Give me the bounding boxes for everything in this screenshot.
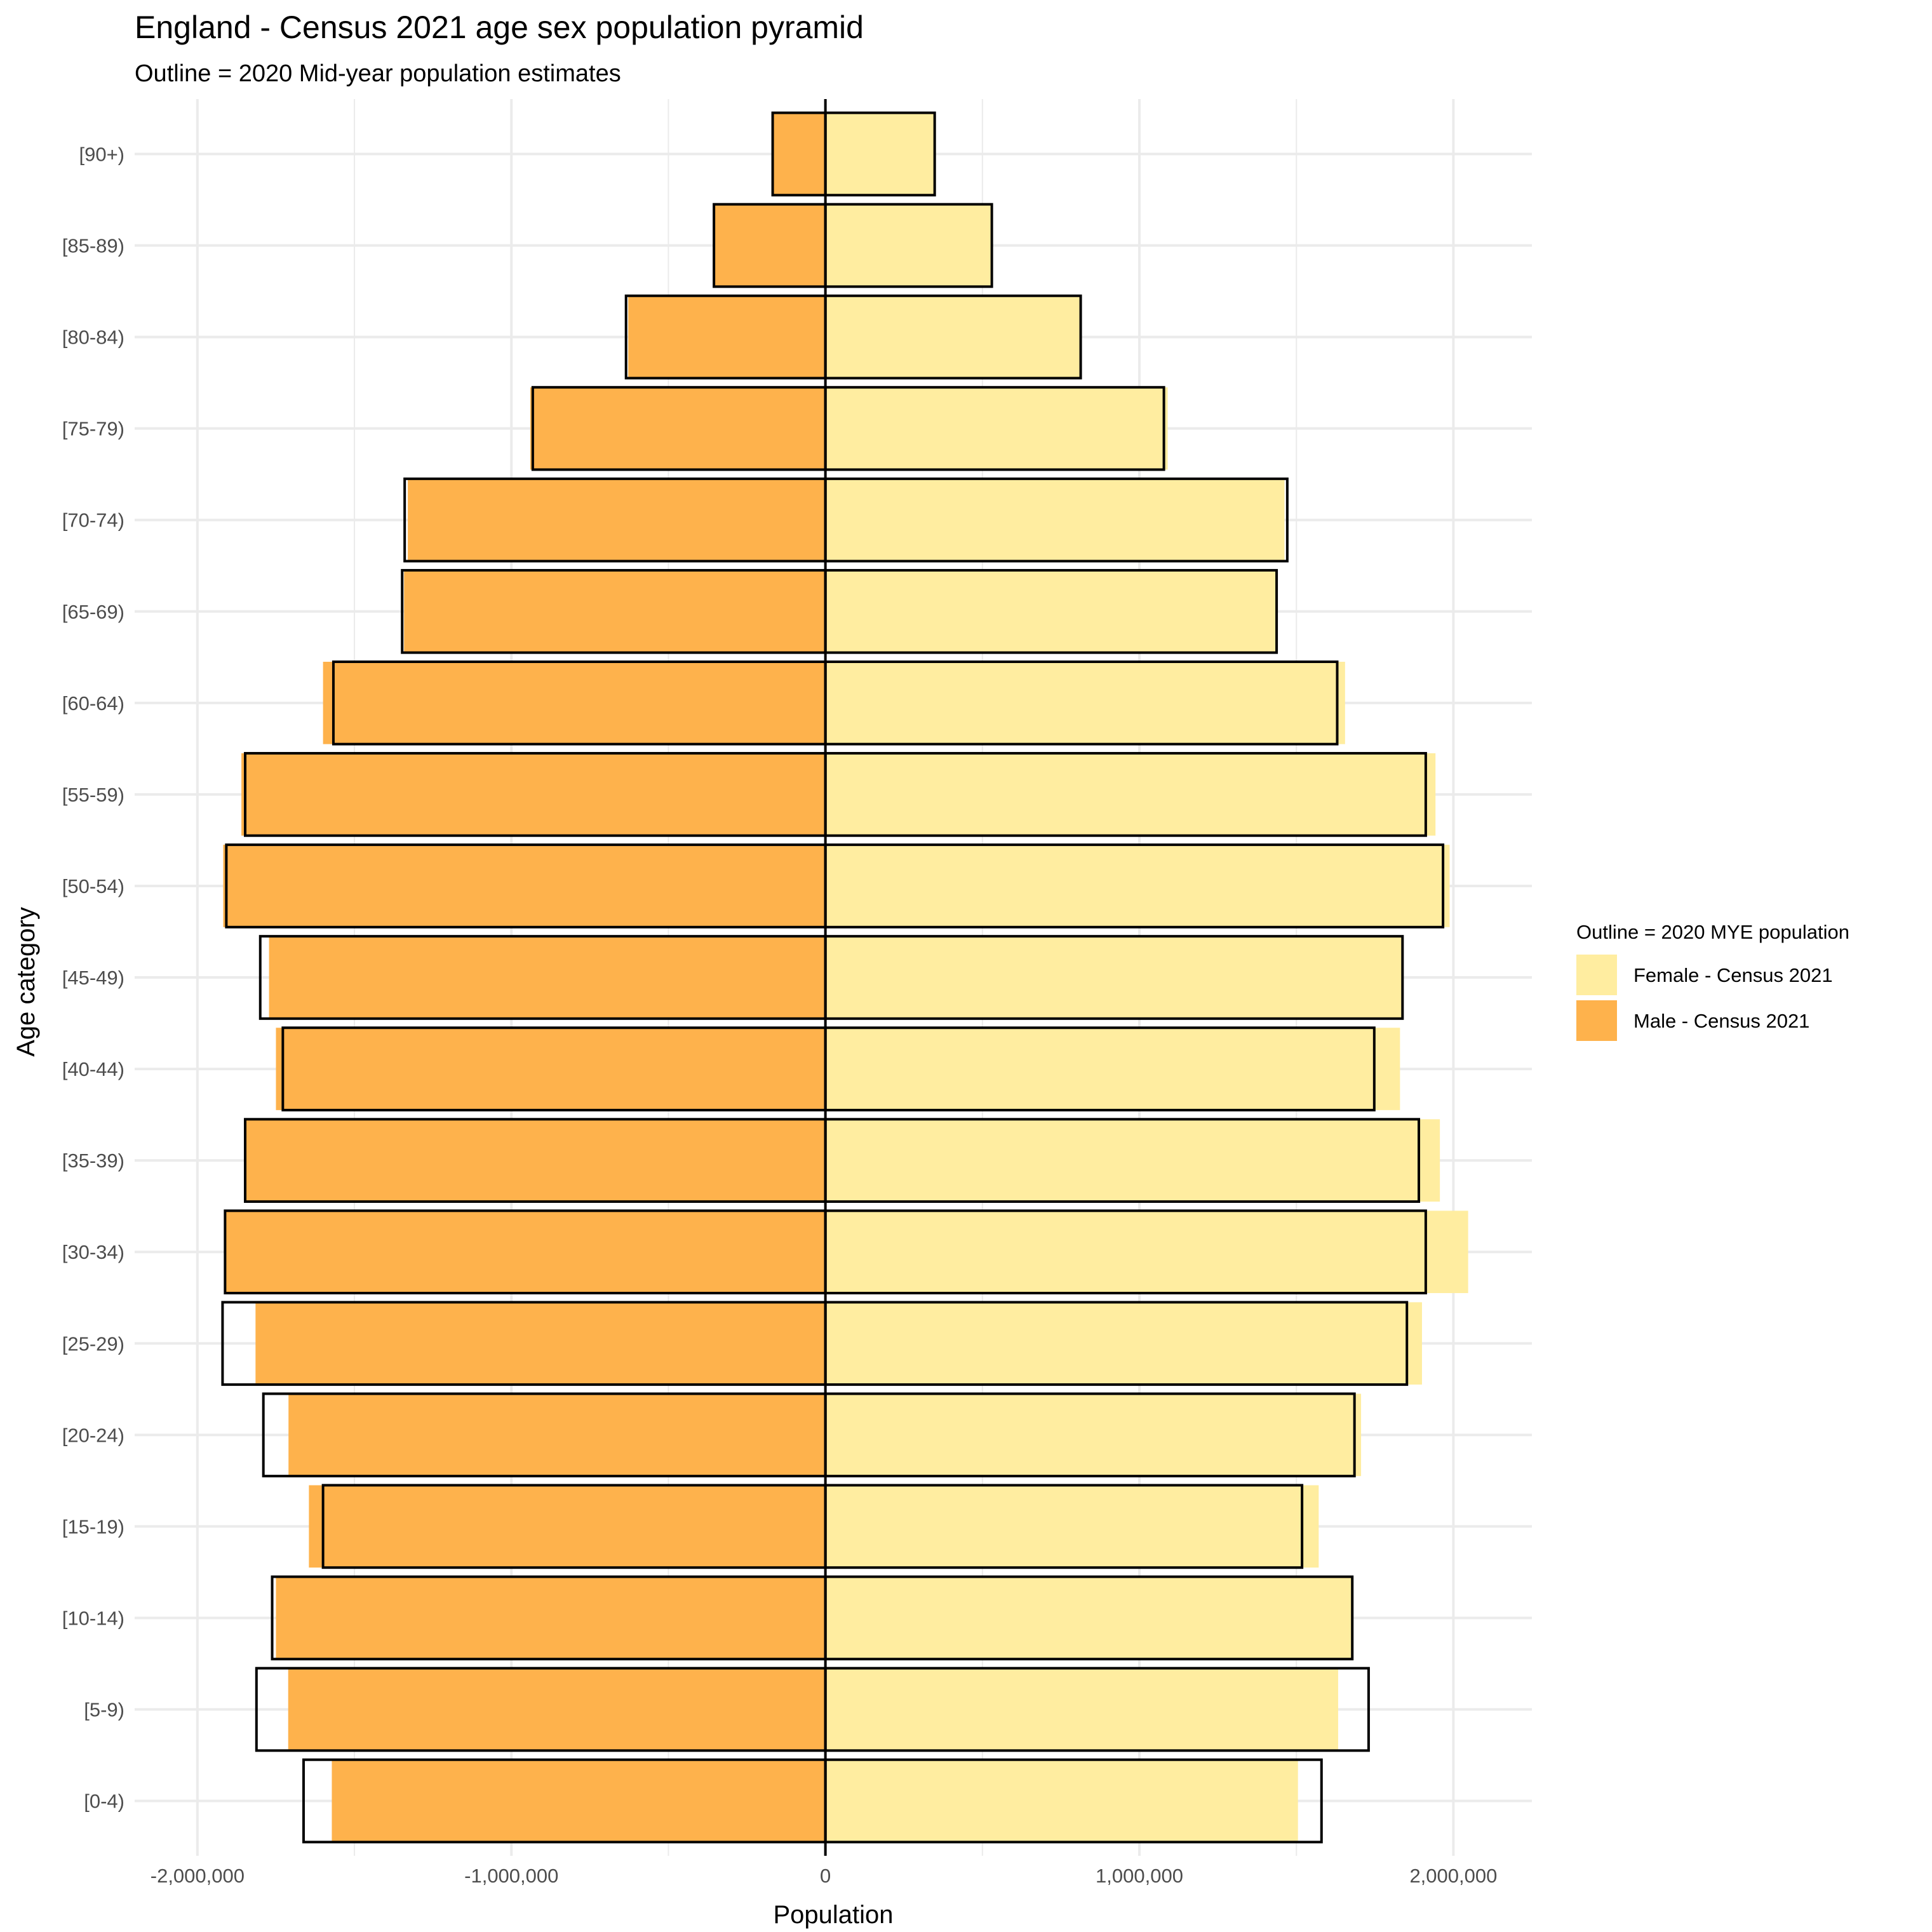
y-axis-title: Age category bbox=[12, 907, 40, 1057]
legend-label-female: Female - Census 2021 bbox=[1633, 964, 1833, 986]
bar-male-[85-89) bbox=[714, 204, 826, 287]
bar-female-[45-49) bbox=[825, 936, 1403, 1019]
legend-key-male bbox=[1576, 1000, 1617, 1041]
bar-female-[60-64) bbox=[825, 661, 1345, 744]
chart-subtitle: Outline = 2020 Mid-year population estim… bbox=[135, 60, 621, 87]
female-bars bbox=[825, 112, 1468, 1842]
bar-female-[80-84) bbox=[825, 295, 1081, 379]
bar-male-[10-14) bbox=[276, 1576, 826, 1660]
bar-female-[50-54) bbox=[825, 845, 1450, 927]
y-tick-label: [5-9) bbox=[84, 1699, 124, 1721]
y-tick-label: [55-59) bbox=[62, 784, 124, 806]
legend-key-female bbox=[1576, 955, 1617, 995]
y-tick-label: [45-49) bbox=[62, 967, 124, 989]
bar-female-[25-29) bbox=[825, 1302, 1422, 1385]
bar-female-[75-79) bbox=[825, 387, 1168, 470]
y-tick-label: [35-39) bbox=[62, 1150, 124, 1172]
bar-male-[30-34) bbox=[225, 1211, 826, 1294]
bar-female-[40-44) bbox=[825, 1028, 1400, 1110]
legend: Outline = 2020 MYE population Female - C… bbox=[1576, 921, 1849, 1041]
bar-female-[10-14) bbox=[825, 1576, 1352, 1660]
y-tick-label: [90+) bbox=[79, 143, 124, 165]
x-tick-label: 1,000,000 bbox=[1096, 1865, 1183, 1887]
x-tick-label: -1,000,000 bbox=[464, 1865, 558, 1887]
bar-male-[75-79) bbox=[530, 387, 826, 470]
y-tick-label: [85-89) bbox=[62, 235, 124, 257]
y-tick-label: [70-74) bbox=[62, 509, 124, 532]
bar-female-[15-19) bbox=[825, 1485, 1319, 1568]
bar-male-[60-64) bbox=[323, 661, 826, 744]
bar-male-[70-74) bbox=[408, 478, 826, 561]
bar-male-[0-4) bbox=[332, 1759, 826, 1842]
y-tick-label: [75-79) bbox=[62, 418, 124, 440]
legend-title: Outline = 2020 MYE population bbox=[1576, 921, 1849, 943]
bar-female-[30-34) bbox=[825, 1211, 1468, 1294]
legend-label-male: Male - Census 2021 bbox=[1633, 1010, 1809, 1032]
male-bars bbox=[223, 112, 826, 1842]
bar-male-[80-84) bbox=[628, 295, 826, 379]
x-tick-label: 0 bbox=[820, 1865, 831, 1887]
bar-male-[55-59) bbox=[241, 753, 826, 836]
bar-female-[70-74) bbox=[825, 478, 1285, 561]
bar-male-[15-19) bbox=[309, 1485, 826, 1568]
y-tick-label: [65-69) bbox=[62, 601, 124, 623]
bar-female-[90+) bbox=[825, 112, 935, 196]
bar-male-[65-69) bbox=[404, 570, 826, 653]
bar-male-[35-39) bbox=[246, 1119, 826, 1202]
bar-male-[40-44) bbox=[276, 1028, 826, 1110]
bar-female-[20-24) bbox=[825, 1393, 1362, 1477]
bar-male-[45-49) bbox=[269, 936, 826, 1019]
bar-female-[35-39) bbox=[825, 1119, 1440, 1202]
y-tick-label: [60-64) bbox=[62, 692, 124, 714]
bar-female-[5-9) bbox=[825, 1668, 1338, 1751]
y-tick-label: [20-24) bbox=[62, 1424, 124, 1446]
x-tick-label: -2,000,000 bbox=[151, 1865, 245, 1887]
y-tick-label: [80-84) bbox=[62, 326, 124, 349]
bar-male-[25-29) bbox=[255, 1302, 826, 1385]
x-tick-label: 2,000,000 bbox=[1409, 1865, 1497, 1887]
y-tick-label: [40-44) bbox=[62, 1058, 124, 1080]
y-tick-label: [30-34) bbox=[62, 1241, 124, 1263]
chart-title: England - Census 2021 age sex population… bbox=[135, 10, 864, 45]
bar-male-[90+) bbox=[772, 112, 826, 196]
bar-female-[85-89) bbox=[825, 204, 992, 287]
bar-male-[20-24) bbox=[288, 1393, 826, 1477]
y-tick-label: [0-4) bbox=[84, 1790, 124, 1813]
x-axis-title: Population bbox=[773, 1901, 893, 1929]
y-tick-label: [25-29) bbox=[62, 1332, 124, 1355]
y-tick-labels: [0-4) [5-9) [10-14) [15-19) [20-24) [25-29) [3… bbox=[62, 143, 124, 1812]
bar-male-[5-9) bbox=[288, 1668, 826, 1751]
bar-male-[50-54) bbox=[223, 845, 826, 927]
x-tick-labels: -2,000,000 -1,000,000 0 1,000,000 2,000,000 bbox=[151, 1865, 1498, 1887]
y-tick-label: [15-19) bbox=[62, 1515, 124, 1538]
y-tick-label: [50-54) bbox=[62, 875, 124, 897]
bar-female-[65-69) bbox=[825, 570, 1277, 653]
bar-female-[55-59) bbox=[825, 753, 1436, 836]
y-tick-label: [10-14) bbox=[62, 1607, 124, 1629]
bar-female-[0-4) bbox=[825, 1759, 1298, 1842]
